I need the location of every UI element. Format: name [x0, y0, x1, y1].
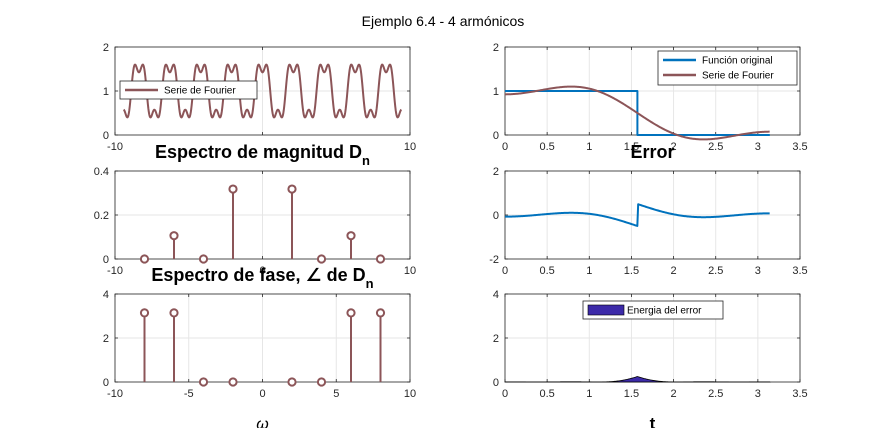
- area-energia-del-error: [504, 376, 771, 383]
- stem-marker: [316, 377, 327, 387]
- series-line-serie-de-fourier: [504, 85, 770, 141]
- x-tick-label: -10: [107, 265, 123, 277]
- stem-marker: [228, 184, 238, 194]
- plot-p2: 0 0.5 1 1.5 2 2.5 3 3.5 0 1 2 Función original Serie…: [493, 42, 808, 153]
- x-tick-label: 3.5: [792, 265, 807, 277]
- x-tick-label: 10: [404, 388, 416, 400]
- y-tick-label: 2: [493, 333, 499, 345]
- x-tick-label: 5: [333, 388, 339, 400]
- y-tick-label: 2: [103, 333, 109, 345]
- stem-marker: [287, 377, 297, 387]
- x-tick-label: -5: [184, 388, 194, 400]
- plot-title: Espectro de fase, ∠ de Dn: [151, 265, 373, 291]
- x-tick-label: 0: [259, 265, 265, 277]
- legend-box: [657, 50, 798, 86]
- x-axis-label: t: [650, 414, 656, 428]
- x-tick-label: 0.5: [539, 265, 554, 277]
- x-tick-label: 0: [502, 141, 508, 153]
- plot-title-subscript: n: [362, 153, 370, 168]
- y-tick-label: 0: [103, 377, 109, 389]
- figure-title: Ejemplo 6.4 - 4 armónicos: [362, 13, 525, 29]
- x-axis-label: ω: [256, 416, 268, 428]
- stem-marker: [228, 377, 238, 387]
- x-tick-label: 2.5: [708, 388, 723, 400]
- x-tick-label: 10: [404, 265, 416, 277]
- stem-marker: [375, 254, 386, 264]
- stem-marker: [198, 254, 209, 264]
- plot-title-text: Espectro de fase, ∠ de D: [151, 265, 365, 285]
- stem-marker: [346, 231, 356, 241]
- stem-marker: [169, 308, 179, 318]
- x-tick-label: 2: [671, 388, 677, 400]
- y-tick-label: 1: [493, 86, 499, 98]
- x-tick-label: 0.5: [539, 141, 554, 153]
- y-tick-label: -2: [489, 254, 499, 266]
- series-line-error: [504, 203, 770, 227]
- stem-marker: [169, 231, 179, 241]
- legend-label: Serie de Fourier: [702, 71, 774, 82]
- x-tick-label: 2.5: [708, 141, 723, 153]
- stem-marker: [316, 254, 327, 264]
- x-tick-label: -10: [107, 141, 123, 153]
- plot-title-text: Espectro de magnitud D: [155, 142, 362, 162]
- y-tick-label: 4: [103, 289, 109, 301]
- x-tick-label: 1.5: [624, 141, 639, 153]
- x-tick-label: 1.5: [624, 388, 639, 400]
- y-tick-label: 0.2: [94, 210, 109, 222]
- x-tick-label: 1: [586, 141, 592, 153]
- plot-title-text: Error: [630, 142, 674, 162]
- stem-marker: [198, 377, 209, 387]
- x-tick-label: 3: [755, 388, 761, 400]
- x-tick-label: 3: [755, 141, 761, 153]
- y-tick-label: 0.4: [94, 166, 109, 178]
- x-tick-label: 0: [502, 388, 508, 400]
- x-tick-label: 10: [404, 141, 416, 153]
- plot-title: Espectro de magnitud Dn: [155, 142, 370, 168]
- x-tick-label: 2: [671, 265, 677, 277]
- y-tick-label: 0: [103, 254, 109, 266]
- stem-marker: [375, 308, 386, 318]
- x-tick-label: 0: [502, 265, 508, 277]
- legend-label: Serie de Fourier: [164, 86, 236, 97]
- x-tick-label: 3.5: [792, 388, 807, 400]
- stem-marker: [139, 254, 150, 264]
- stem-marker: [346, 308, 356, 318]
- y-tick-label: 2: [493, 166, 499, 178]
- plot-p6: 0 0.5 1 1.5 2 2.5 3 3.5 0 2 4 Energia del error t: [493, 289, 808, 428]
- legend-swatch: [587, 304, 625, 316]
- x-tick-label: 0.5: [539, 388, 554, 400]
- legend-label: Función original: [702, 56, 773, 67]
- plot-title-subscript: n: [366, 276, 374, 291]
- stem-marker: [139, 308, 150, 318]
- legend-label: Energia del error: [627, 306, 702, 317]
- plot-p5: -10 -5 0 5 10 0 2 4 Espectro de fase, ∠ de Dn ω: [103, 265, 416, 428]
- x-tick-label: -10: [107, 388, 123, 400]
- y-tick-label: 1: [103, 86, 109, 98]
- x-tick-label: 2: [671, 141, 677, 153]
- legend-box: [119, 80, 258, 100]
- y-tick-label: 0: [103, 130, 109, 142]
- x-tick-label: 1: [586, 388, 592, 400]
- x-tick-label: 0: [259, 388, 265, 400]
- y-tick-label: 2: [493, 42, 499, 54]
- x-tick-label: 1: [586, 265, 592, 277]
- y-tick-label: 2: [103, 42, 109, 54]
- y-tick-label: 4: [493, 289, 499, 301]
- y-tick-label: 0: [493, 210, 499, 222]
- y-tick-label: 0: [493, 130, 499, 142]
- x-tick-label: 1.5: [624, 265, 639, 277]
- plot-p1: -10 10 0 1 2 Serie de Fourier: [103, 42, 416, 153]
- series-line-serie-de-fourier: [123, 63, 402, 119]
- plot-title: Error: [630, 142, 674, 162]
- x-tick-label: 3: [755, 265, 761, 277]
- x-tick-label: 2.5: [708, 265, 723, 277]
- stem-marker: [287, 184, 297, 194]
- y-tick-label: 0: [493, 377, 499, 389]
- x-tick-label: 3.5: [792, 141, 807, 153]
